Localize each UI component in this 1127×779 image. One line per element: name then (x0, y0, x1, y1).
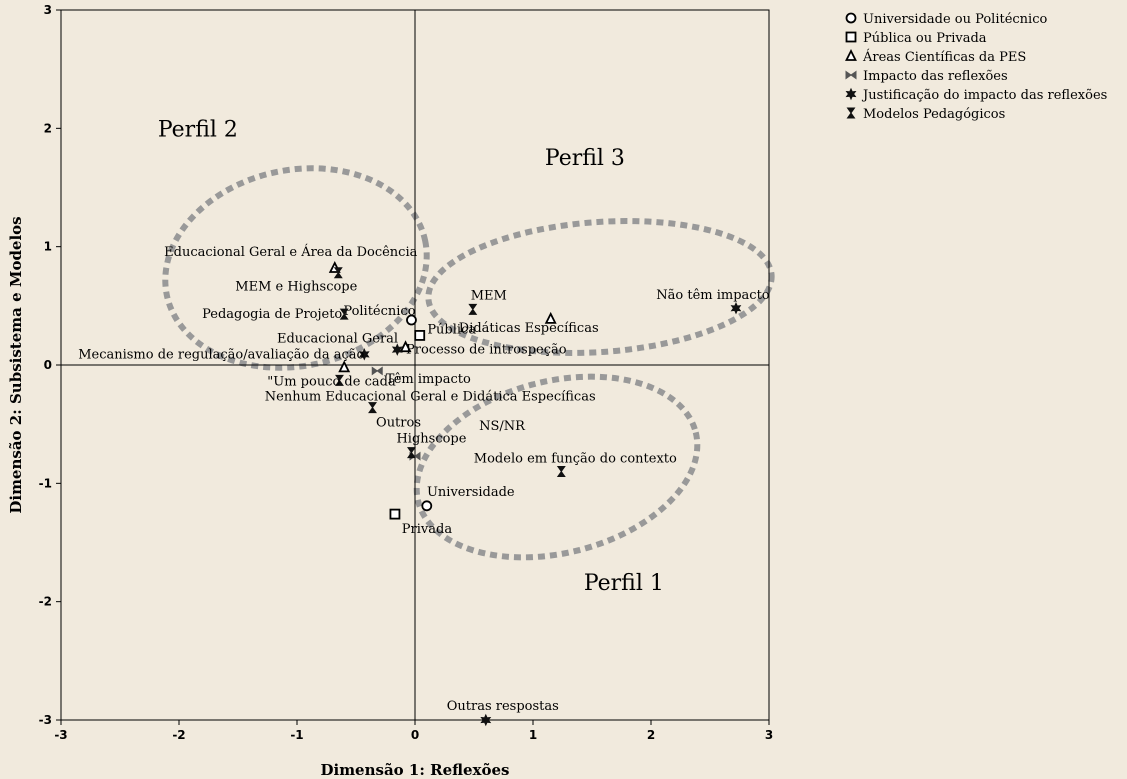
axes-layer: -3 -2 -1 0 1 2 3 -3 -2 -1 0 1 2 3 Dimensão 1: Reflexõe… (7, 3, 773, 779)
x-tick-label: -2 (172, 728, 185, 742)
legend-marker-universidade-ou-politecnico (845, 12, 857, 24)
legend: Universidade ou Politécnico Pública ou Pr… (845, 12, 1107, 122)
point-label-educacional-geral-e-area-da-docencia: Educacional Geral e Área da Docência (164, 244, 417, 260)
point-mem-e-highscope (333, 267, 343, 279)
point-processo-de-introspecao (391, 343, 403, 356)
y-axis-title: Dimensão 2: Subsistema e Modelos (7, 216, 25, 513)
x-tick-label: 1 (529, 728, 537, 742)
point-label-nenhum-educacional-geral-e-didatica-especificas: Nenhum Educacional Geral e Didática Espe… (265, 389, 596, 404)
series-publica-ou-privada: Pública Privada (389, 322, 476, 537)
x-tick-label: -3 (54, 728, 67, 742)
point-label-politecnico: Politécnico (343, 304, 415, 319)
y-tick-label: 2 (44, 121, 52, 135)
point-politecnico (406, 314, 417, 326)
point-didaticas-especificas (544, 311, 557, 324)
point-label-didaticas-especificas: Didáticas Específicas (459, 321, 599, 336)
point-pedagogia-de-projeto (339, 308, 349, 320)
annotations-layer: Perfil 1 Perfil 2 Perfil 3 (158, 118, 664, 596)
profile-label-perfil-3: Perfil 3 (545, 146, 625, 171)
legend-marker-modelos-pedagogicos (846, 107, 856, 119)
legend-label-universidade-ou-politecnico: Universidade ou Politécnico (863, 12, 1047, 27)
point-outras-respostas (480, 713, 492, 727)
point-label-ns-nr: NS/NR (479, 419, 526, 434)
point-um-pouco-de-cada (335, 374, 344, 386)
point-privada (389, 508, 401, 520)
legend-marker-publica-ou-privada (845, 31, 857, 43)
point-label-outros: Outros (376, 416, 421, 431)
point-highscope (406, 447, 416, 459)
legend-label-impacto-das-reflexoes: Impacto das reflexões (863, 69, 1008, 84)
legend-marker-impacto-das-reflexoes (845, 70, 857, 80)
point-label-um-pouco-de-cada: "Um pouco de cada" (267, 374, 401, 389)
point-label-mem: MEM (471, 288, 507, 303)
x-tick-label: 0 (411, 728, 419, 742)
point-universidade (421, 500, 433, 512)
point-label-privada: Privada (402, 522, 453, 537)
profile-label-perfil-2: Perfil 2 (158, 118, 238, 143)
point-label-mecanismo-de-regulacao-avaliacao-da-acao: Mecanismo de regulação/avaliação da ação (78, 347, 364, 362)
legend-label-justificacao-do-impacto-das-reflexoes: Justificação do impacto das reflexões (861, 88, 1107, 103)
series-justificacao-do-impacto-das-reflexoes: Não têm impacto Mecanismo de regulação/av… (78, 288, 770, 727)
profile-label-perfil-1: Perfil 1 (584, 571, 664, 596)
legend-label-areas-cientificas-da-pes: Áreas Científicas da PES (862, 49, 1026, 65)
point-label-modelo-em-funcao-do-contexto: Modelo em função do contexto (474, 452, 677, 467)
profile-1-ellipse (413, 373, 701, 561)
point-label-educacional-geral: Educacional Geral (277, 331, 398, 346)
point-label-mem-e-highscope: MEM e Highscope (235, 280, 357, 295)
profile-ellipses (162, 165, 775, 561)
legend-marker-justificacao-do-impacto-das-reflexoes (845, 87, 857, 101)
legend-label-publica-ou-privada: Pública ou Privada (863, 31, 987, 46)
x-tick-label: 3 (765, 728, 773, 742)
series-modelos-pedagogicos: MEM e Highscope Pedagogia de Projeto MEM Ou… (202, 267, 677, 477)
point-tem-impacto (371, 366, 383, 376)
point-educacional-geral (399, 340, 412, 353)
point-nenhum-educacional-geral-e-didatica-especificas (338, 360, 351, 373)
x-tick-label: -1 (290, 728, 303, 742)
point-label-tem-impacto: Têm impacto (386, 372, 471, 387)
series-universidade-ou-politecnico: Politécnico Universidade (343, 304, 515, 512)
point-mem (468, 303, 478, 315)
point-publica (414, 330, 426, 341)
y-tick-label: 3 (44, 3, 52, 17)
y-tick-label: -2 (39, 595, 52, 609)
point-label-universidade: Universidade (427, 485, 515, 500)
legend-marker-areas-cientificas-da-pes (845, 48, 857, 61)
point-label-pedagogia-de-projeto: Pedagogia de Projeto (202, 307, 342, 322)
point-label-publica: Pública (427, 322, 476, 337)
point-label-highscope: Highscope (396, 432, 466, 447)
points-layer: Politécnico Universidade Pública Privada Edu… (78, 244, 770, 727)
y-tick-label: 0 (44, 358, 52, 372)
point-label-outras-respostas: Outras respostas (447, 699, 559, 714)
y-tick-label: -1 (39, 476, 52, 490)
series-areas-cientificas-da-pes: Educacional Geral e Área da Docência Educ… (164, 244, 598, 404)
y-tick-label: 1 (44, 240, 52, 254)
x-tick-label: 2 (647, 728, 655, 742)
y-tick-label: -3 (39, 713, 52, 727)
point-modelo-em-funcao-do-contexto (556, 466, 566, 477)
point-label-processo-de-introspecao: Processo de introspeção (406, 343, 567, 358)
point-nao-tem-impacto (730, 301, 742, 315)
point-mecanismo-de-regulacao-avaliacao-da-acao (358, 348, 370, 361)
point-label-nao-tem-impacto: Não têm impacto (656, 288, 770, 303)
point-outros (368, 402, 377, 414)
profile-3-ellipse (425, 218, 775, 356)
profile-2-ellipse (162, 165, 430, 371)
legend-label-modelos-pedagogicos: Modelos Pedagógicos (863, 107, 1005, 122)
x-axis-title: Dimensão 1: Reflexões (320, 761, 509, 779)
